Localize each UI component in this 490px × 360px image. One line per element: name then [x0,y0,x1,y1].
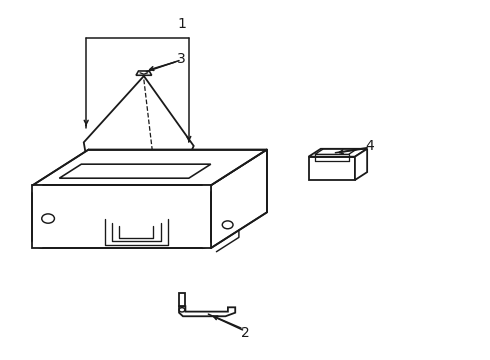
Polygon shape [211,149,267,248]
Polygon shape [32,149,267,185]
Polygon shape [32,185,211,248]
Polygon shape [179,293,185,306]
Text: 2: 2 [241,327,249,341]
Polygon shape [355,149,367,180]
Polygon shape [309,149,367,157]
Polygon shape [136,71,152,75]
Polygon shape [179,306,235,316]
Polygon shape [84,76,194,160]
Polygon shape [309,157,355,180]
Text: 1: 1 [177,17,186,31]
Text: 4: 4 [365,139,374,153]
Text: 3: 3 [177,52,186,66]
